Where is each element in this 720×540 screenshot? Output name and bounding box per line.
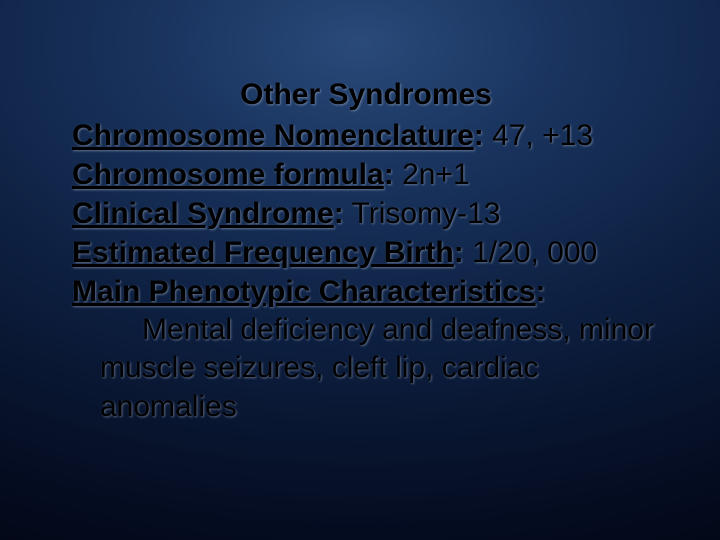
info-line-characteristics: Main Phenotypic Characteristics: [72, 272, 660, 311]
info-line-formula: Chromosome formula: 2n+1 [72, 155, 660, 194]
colon: : [334, 197, 344, 230]
value-frequency: 1/20, 000 [472, 236, 597, 269]
value-formula: 2n+1 [402, 158, 470, 191]
value-syndrome: Trisomy-13 [352, 197, 501, 230]
label-characteristics: Main Phenotypic Characteristics [72, 275, 535, 308]
slide-container: Other Syndromes Chromosome Nomenclature:… [0, 0, 720, 540]
colon: : [454, 236, 464, 269]
info-line-frequency: Estimated Frequency Birth: 1/20, 000 [72, 233, 660, 272]
label-formula: Chromosome formula [72, 158, 384, 191]
slide-title: Other Syndromes [72, 78, 660, 112]
colon: : [474, 119, 484, 152]
characteristics-body: Mental deficiency and deafness, minor mu… [72, 311, 660, 426]
colon: : [384, 158, 394, 191]
value-nomenclature: 47, +13 [492, 119, 593, 152]
info-line-nomenclature: Chromosome Nomenclature: 47, +13 [72, 116, 660, 155]
label-nomenclature: Chromosome Nomenclature [72, 119, 474, 152]
info-line-syndrome: Clinical Syndrome: Trisomy-13 [72, 194, 660, 233]
label-syndrome: Clinical Syndrome [72, 197, 334, 230]
content-block: Other Syndromes Chromosome Nomenclature:… [0, 78, 720, 426]
colon: : [535, 275, 545, 308]
label-frequency: Estimated Frequency Birth [72, 236, 454, 269]
